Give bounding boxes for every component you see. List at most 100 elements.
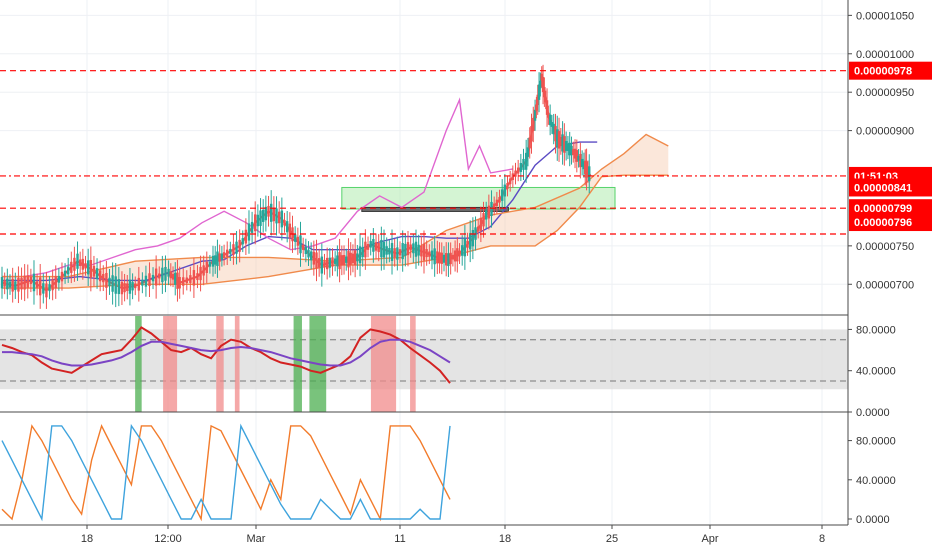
candle-body [414,241,418,257]
osc2-series-aroon-up [1,424,451,522]
candle-body [540,73,543,80]
candle-body [385,246,388,255]
candle-body [557,131,561,149]
candle-body [102,273,105,283]
candle-body [550,122,554,127]
candle-body [304,246,308,255]
candle-body [48,284,51,292]
candle-body [463,238,467,257]
oscillator-panel-1[interactable] [0,316,848,412]
candle-body [105,272,108,288]
osc1-series-slow [2,338,451,367]
candle-body [267,205,270,217]
candle-body [430,250,434,260]
range-marker [361,206,509,212]
candle-body [563,136,566,153]
candle-body [577,155,580,161]
candle-body [412,243,415,254]
candle-body [98,270,102,282]
candle-body [533,109,537,121]
candle-body [548,114,552,126]
candle-body [456,248,459,262]
candle-body [39,277,42,296]
candle-body [202,265,205,276]
candle-body [220,253,224,260]
candle-body [60,271,64,282]
candle-body [582,161,586,170]
price-tag-bg [849,213,932,232]
candle-body [325,257,329,270]
osc1-series-fast [1,326,451,384]
candle-body [23,275,26,290]
osc1-tick-label: 80.0000 [856,324,896,336]
candle-body [498,197,501,203]
series-lagging-span [2,97,513,278]
candle-body [417,244,420,256]
candle-body [307,249,310,258]
candle-body [264,206,268,221]
price-tick-label: 0.00001000 [856,49,914,61]
price-tick-label: 0.00000950 [856,87,914,99]
candle-body [476,226,480,232]
candle-body [442,254,446,263]
osc1-highlight [135,316,142,412]
candle-body [490,201,493,216]
candle-body [17,277,20,292]
candle-body [323,261,326,268]
candle-body [205,261,208,273]
candle-body [185,277,188,284]
series-cloud-upper [2,133,669,278]
candle-body [66,266,70,275]
candle-body [336,255,339,267]
candle-body [32,273,36,292]
candle-body [288,223,292,238]
candle-body [364,241,367,258]
candle-body [3,280,6,287]
candle-body [35,281,39,288]
candle-body [468,233,472,250]
candle-body [238,239,241,252]
candle-body [76,253,79,269]
candle-body [70,261,73,273]
price-panel[interactable] [0,64,848,309]
osc1-band [0,329,848,390]
candle-body [495,199,499,206]
candle-body [222,252,226,258]
candle-body [356,253,359,262]
osc1-tick-label: 0.0000 [856,407,890,419]
oscillator-panel-2[interactable] [1,423,451,522]
candle-body [528,137,531,149]
candle-body [398,249,402,256]
candle-body [285,221,289,233]
osc1-highlight [163,316,178,412]
candle-body [508,178,512,185]
candle-body [396,247,399,260]
candle-body [299,235,302,254]
osc2-tick-label: 80.0000 [856,436,896,448]
candle-body [92,265,96,277]
candle-body [169,271,172,279]
osc2-tick-label: 40.0000 [856,475,896,487]
candle-body [51,279,54,291]
candle-body [216,251,219,267]
candle-body [358,246,362,264]
candle-body [283,220,286,226]
candle-body [580,158,584,167]
price-tag: 0.00000799 [849,199,932,218]
candle-body [320,256,324,274]
candle-body [211,255,215,267]
candle-body [552,123,555,135]
candle-body [453,250,457,262]
candle-body [535,104,538,111]
x-tick-label: Apr [701,533,718,545]
candle-body [451,254,455,260]
x-tick-label: 11 [394,533,405,545]
candle-body [479,217,483,231]
candle-body [449,252,452,265]
candle-body [340,255,344,266]
candle-body [57,275,61,283]
candle-body [409,244,412,251]
